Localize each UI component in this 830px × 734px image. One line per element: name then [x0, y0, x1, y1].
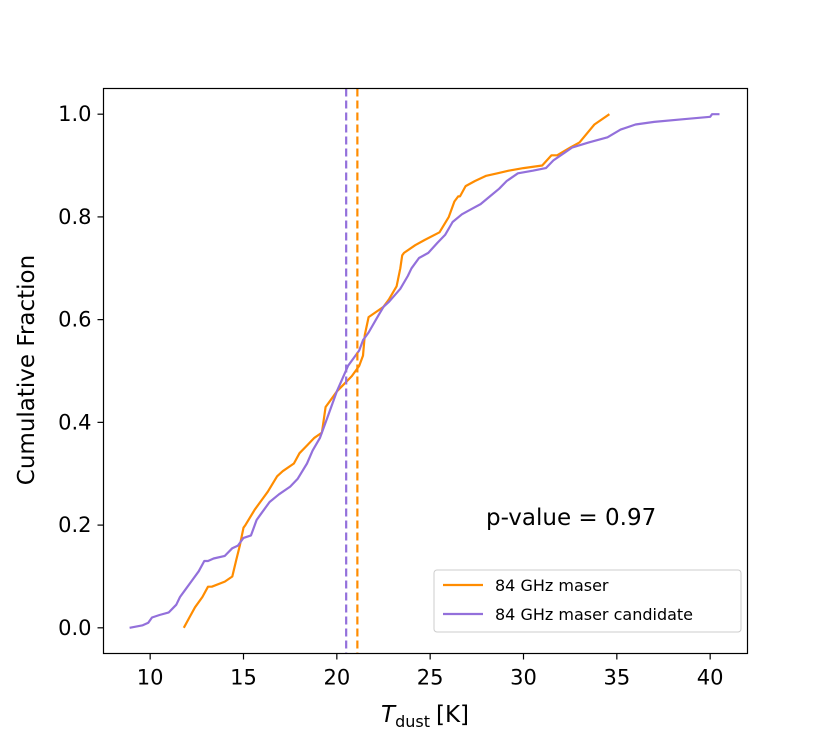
series-layer: [129, 113, 720, 629]
legend-label-84ghz-maser-candidate: 84 GHz maser candidate: [495, 605, 693, 624]
y-axis-title: Cumulative Fraction: [14, 255, 40, 485]
x-axis-ticks: 10 15 20 25 30 35 40: [137, 653, 724, 690]
y-tick-label: 0.0: [58, 616, 91, 640]
x-tick-label: 10: [137, 666, 164, 690]
x-axis-title-subscript: dust: [395, 712, 430, 731]
series-line-maser-candidate: [129, 113, 720, 629]
x-tick-label: 15: [230, 666, 257, 690]
annotation-p-value: p-value = 0.97: [486, 505, 656, 531]
x-tick-label: 20: [323, 666, 350, 690]
x-axis-title-unit: [K]: [436, 702, 469, 728]
plot-frame: [102, 87, 749, 655]
y-tick-label: 0.2: [58, 513, 91, 537]
y-tick-label: 1.0: [58, 102, 91, 126]
x-tick-label: 30: [510, 666, 537, 690]
y-axis-ticks: 0.0 0.2 0.4 0.6 0.8 1.0: [58, 102, 104, 640]
y-tick-label: 0.6: [58, 308, 91, 332]
series-line-maser: [182, 113, 611, 629]
x-axis-title: Tdust [K]: [381, 702, 469, 731]
x-tick-label: 25: [417, 666, 444, 690]
x-axis-title-symbol: T: [381, 702, 397, 728]
legend-box: [433, 569, 742, 633]
legend: 84 GHz maser 84 GHz maser candidate: [433, 569, 742, 633]
median-lines: [345, 88, 359, 654]
x-tick-label: 40: [697, 666, 724, 690]
y-tick-label: 0.8: [58, 205, 91, 229]
y-tick-label: 0.4: [58, 410, 91, 434]
x-tick-label: 35: [603, 666, 630, 690]
legend-label-84ghz-maser: 84 GHz maser: [495, 576, 609, 595]
